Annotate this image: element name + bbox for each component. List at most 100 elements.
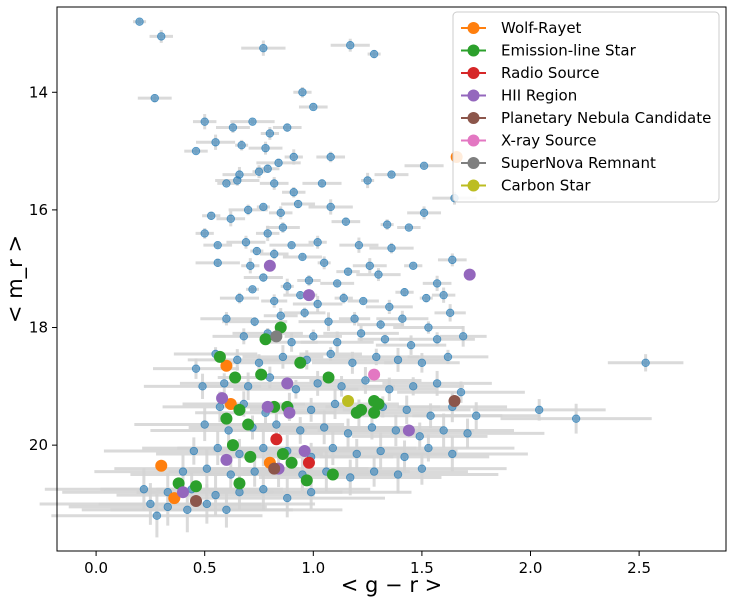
category-point — [326, 468, 339, 481]
x-tick-label: 2.5 — [627, 559, 651, 577]
category-point — [368, 406, 381, 419]
legend-marker — [467, 67, 480, 79]
background-point — [417, 464, 427, 473]
y-tick-label: 14 — [29, 83, 48, 101]
category-point — [229, 371, 242, 384]
background-points-layer — [135, 17, 650, 520]
background-point — [283, 493, 292, 503]
x-tick-label: 1.5 — [410, 559, 434, 577]
background-point — [380, 335, 390, 344]
y-tick-label: 18 — [29, 319, 48, 337]
background-point — [254, 167, 264, 176]
legend-label: Emission-line Star — [501, 42, 637, 60]
category-point — [263, 259, 276, 272]
background-point — [332, 338, 342, 347]
background-point — [250, 317, 259, 326]
category-point — [233, 477, 246, 490]
background-point — [443, 352, 453, 362]
background-point — [296, 426, 305, 435]
legend-marker — [467, 134, 480, 147]
background-point — [400, 288, 409, 297]
legend-label: Planetary Nebula Candidate — [501, 109, 711, 127]
background-point — [213, 258, 222, 268]
background-point — [326, 152, 335, 162]
legend-label: Wolf-Rayet — [501, 19, 582, 37]
background-point — [432, 279, 442, 288]
category-point — [402, 424, 415, 437]
background-point — [391, 426, 401, 435]
legend-marker — [467, 157, 480, 169]
background-point — [343, 429, 353, 438]
x-tick-label: 0.0 — [84, 559, 108, 577]
background-point — [341, 217, 351, 226]
background-point — [382, 220, 392, 229]
y-axis-ticks: 14 16 18 20 — [29, 83, 57, 454]
legend-marker — [467, 179, 480, 192]
background-point — [211, 490, 220, 500]
legend-marker — [467, 44, 480, 57]
background-point — [157, 32, 166, 41]
background-point — [139, 485, 149, 494]
category-point — [261, 400, 274, 413]
category-point — [233, 403, 246, 416]
background-point — [289, 152, 298, 162]
background-point — [458, 332, 468, 341]
background-point — [263, 229, 272, 238]
background-point — [213, 240, 222, 250]
category-point — [190, 495, 203, 508]
background-point — [222, 505, 231, 515]
background-point — [213, 443, 222, 453]
category-point — [190, 480, 203, 493]
background-point — [239, 332, 248, 341]
background-point — [324, 317, 333, 326]
background-point — [367, 423, 377, 432]
category-point — [368, 368, 381, 381]
category-point — [463, 268, 476, 281]
background-point — [448, 255, 457, 265]
category-point — [213, 350, 226, 363]
background-point — [337, 382, 346, 391]
legend: Wolf-Rayet Emission-line Star Radio Source… — [452, 11, 720, 203]
category-point — [270, 433, 283, 446]
background-point — [439, 426, 448, 435]
background-point — [365, 261, 374, 270]
background-point — [276, 208, 285, 218]
background-point — [259, 485, 268, 494]
x-tick-label: 2.0 — [519, 559, 543, 577]
background-point — [409, 382, 418, 391]
background-point — [376, 446, 385, 456]
background-point — [207, 211, 216, 220]
legend-label: SuperNova Remnant — [501, 154, 656, 172]
background-point — [313, 299, 322, 309]
category-point — [226, 439, 239, 452]
background-point — [419, 208, 429, 218]
background-point — [409, 261, 418, 270]
background-point — [319, 423, 329, 432]
category-point — [276, 447, 289, 460]
background-point — [300, 308, 309, 318]
background-point — [233, 355, 242, 365]
background-point — [233, 176, 242, 185]
background-point — [319, 258, 329, 268]
category-point — [281, 377, 294, 390]
background-point — [387, 243, 396, 253]
background-point — [237, 141, 246, 150]
background-point — [298, 88, 307, 97]
background-point — [472, 411, 481, 420]
background-point — [298, 252, 307, 262]
background-point — [202, 499, 212, 509]
y-tick-label: 20 — [29, 436, 48, 454]
background-point — [432, 379, 442, 388]
legend-label: Carbon Star — [501, 177, 591, 195]
category-point — [285, 456, 298, 469]
background-point — [252, 246, 262, 256]
background-point — [259, 202, 268, 212]
background-point — [393, 470, 403, 479]
category-point — [270, 330, 283, 343]
category-points-layer — [155, 150, 476, 508]
background-point — [415, 432, 424, 441]
background-point — [463, 429, 472, 438]
x-tick-label: 1.0 — [301, 559, 325, 577]
category-point — [300, 474, 313, 487]
y-tick-label: 16 — [29, 201, 48, 219]
